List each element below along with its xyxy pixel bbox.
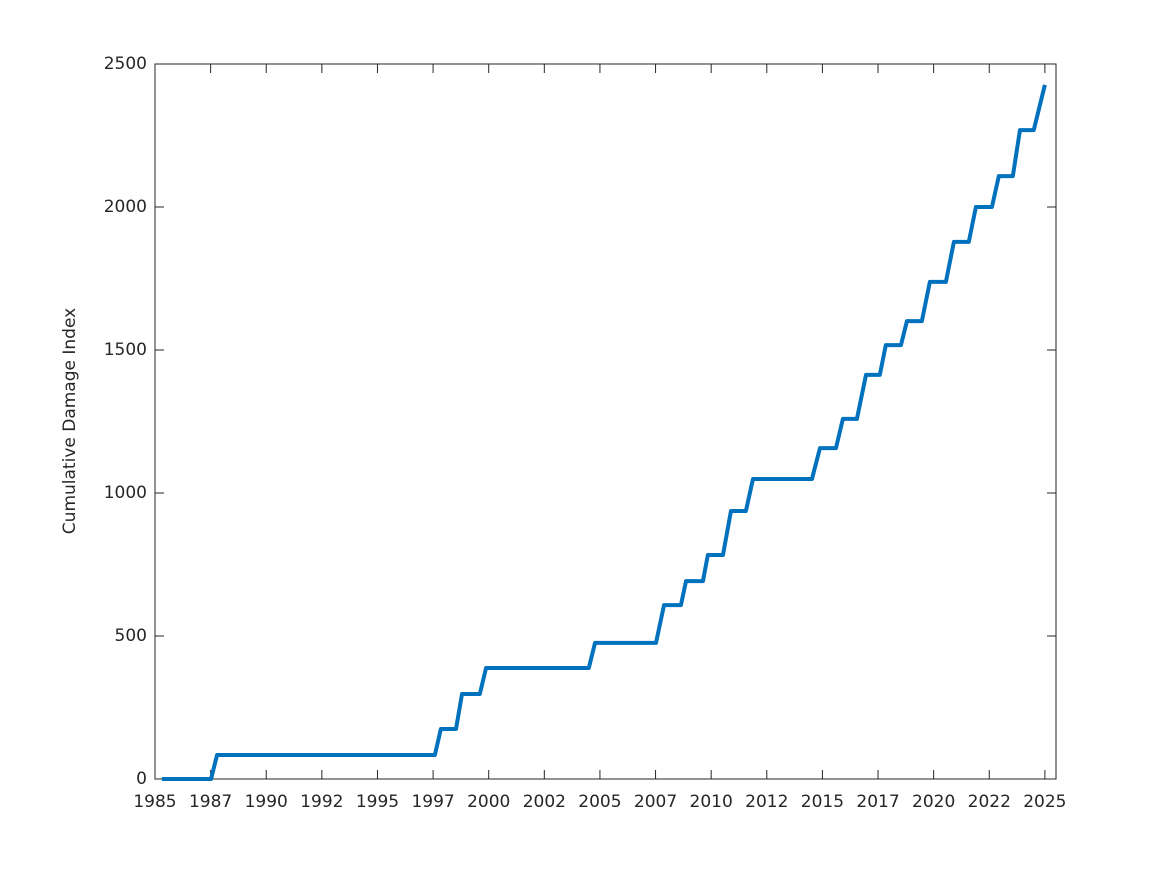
y-tick-label: 1500 bbox=[104, 340, 147, 360]
x-tick-label: 1987 bbox=[189, 792, 232, 812]
x-tick-label: 2015 bbox=[801, 792, 844, 812]
x-tick-label: 2000 bbox=[467, 792, 510, 812]
x-tick-label: 1985 bbox=[133, 792, 176, 812]
y-axis-label: Cumulative Damage Index bbox=[60, 308, 80, 534]
x-tick-label: 1992 bbox=[300, 792, 343, 812]
x-tick-label: 1995 bbox=[356, 792, 399, 812]
x-tick-label: 2022 bbox=[968, 792, 1011, 812]
x-tick-label: 2020 bbox=[912, 792, 955, 812]
x-tick-label: 1997 bbox=[411, 792, 454, 812]
x-tick-label: 2002 bbox=[523, 792, 566, 812]
x-tick-label: 2012 bbox=[745, 792, 788, 812]
y-tick-label: 500 bbox=[115, 626, 147, 646]
x-tick-label: 2005 bbox=[578, 792, 621, 812]
x-tick-label: 2025 bbox=[1023, 792, 1066, 812]
x-tick-label: 2010 bbox=[690, 792, 733, 812]
plot-box bbox=[154, 63, 1057, 780]
y-tick-label: 1000 bbox=[104, 483, 147, 503]
y-tick-label: 2000 bbox=[104, 197, 147, 217]
y-tick-label: 2500 bbox=[104, 54, 147, 74]
x-tick-label: 1990 bbox=[245, 792, 288, 812]
x-tick-label: 2007 bbox=[634, 792, 677, 812]
y-tick-label: 0 bbox=[136, 769, 147, 789]
x-tick-label: 2017 bbox=[856, 792, 899, 812]
data-line bbox=[161, 84, 1047, 781]
